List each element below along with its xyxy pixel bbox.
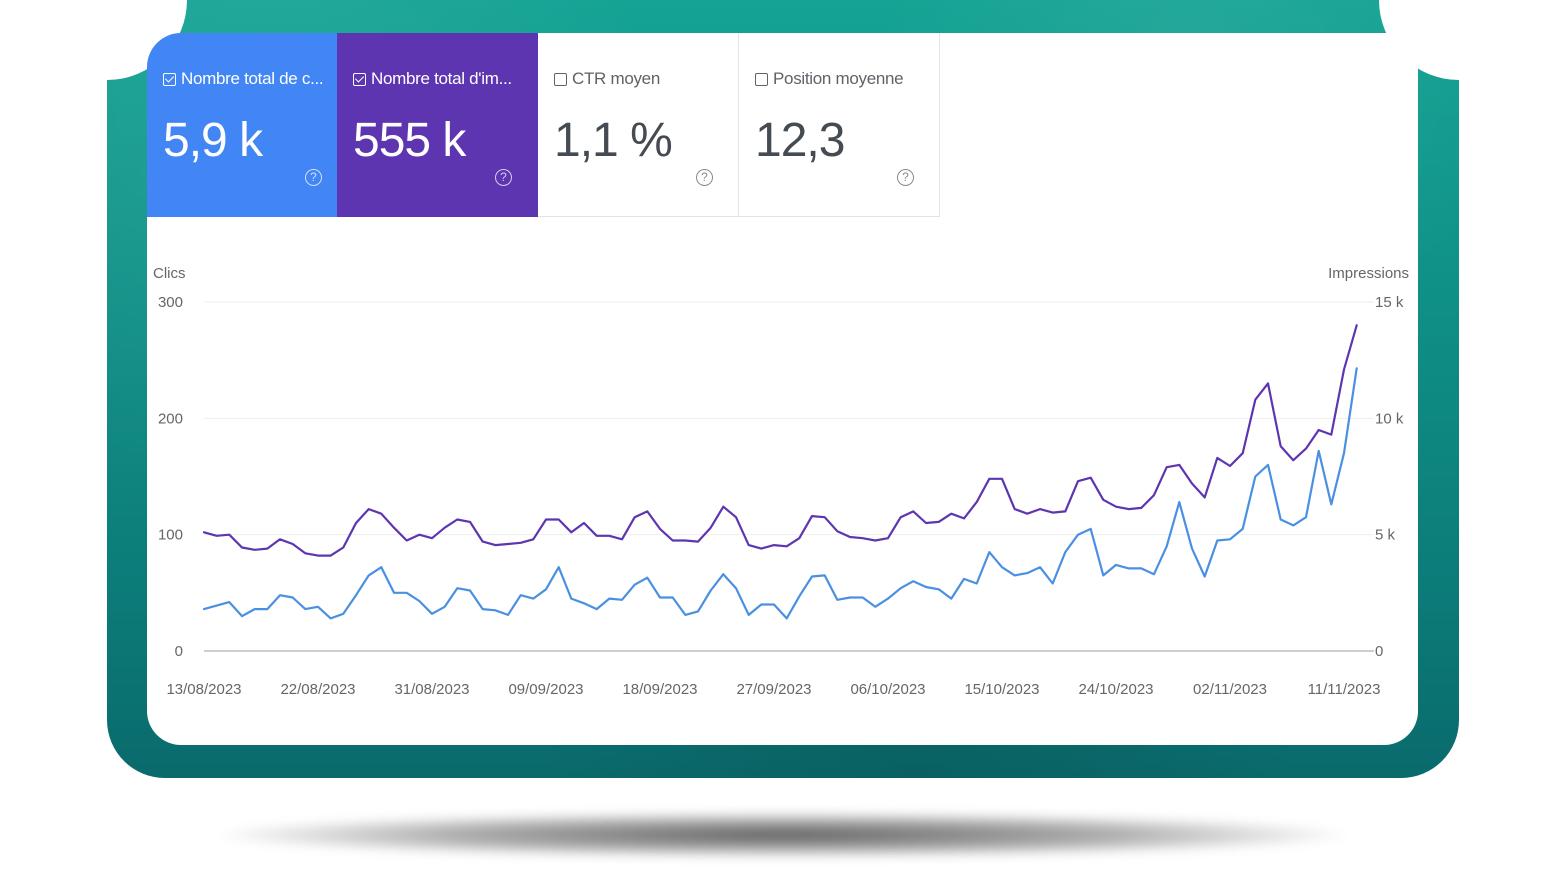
- metric-card-clicks-header: Nombre total de c...: [163, 69, 324, 89]
- metric-value: 555 k: [353, 114, 466, 167]
- x-tick-label: 27/09/2023: [736, 681, 811, 698]
- x-tick-label: 22/08/2023: [280, 681, 355, 698]
- checkbox-checked-icon[interactable]: [163, 72, 176, 86]
- metric-value: 1,1 %: [554, 114, 673, 167]
- help-circle-icon[interactable]: ?: [305, 169, 322, 186]
- y-left-tick-label: 200: [158, 410, 183, 427]
- metric-label: Position moyenne: [773, 69, 904, 88]
- metric-card-position[interactable]: Position moyenne 12,3 ?: [739, 33, 940, 217]
- metric-card-ctr-header: CTR moyen: [554, 69, 660, 89]
- performance-line-chart: 0 0 100 5 k 200 10 k 300 15 k Clics Impressions 13…: [153, 265, 1409, 698]
- x-tick-label: 24/10/2023: [1078, 681, 1153, 698]
- y-right-tick-label: 5 k: [1375, 527, 1396, 544]
- clicks-line: [202, 367, 1358, 620]
- y-right-axis-label: Impressions: [1328, 265, 1409, 282]
- help-circle-icon[interactable]: ?: [897, 169, 914, 186]
- chart-axes: 0 0 100 5 k 200 10 k 300 15 k Clics Impressions 13…: [153, 265, 1409, 698]
- metric-label: Nombre total d'im...: [371, 69, 512, 88]
- metric-card-ctr[interactable]: CTR moyen 1,1 % ?: [538, 33, 739, 217]
- x-tick-label: 31/08/2023: [394, 681, 469, 698]
- y-right-tick-label: 0: [1375, 643, 1383, 660]
- y-left-tick-label: 0: [175, 643, 183, 660]
- impressions-line: [202, 324, 1358, 557]
- search-console-performance-panel: Nombre total de c... 5,9 k ? Nombre tota…: [147, 33, 1418, 745]
- metric-label: CTR moyen: [572, 69, 660, 88]
- metric-card-impressions-header: Nombre total d'im...: [353, 69, 512, 89]
- x-tick-label: 09/09/2023: [508, 681, 583, 698]
- metric-card-impressions[interactable]: Nombre total d'im... 555 k ?: [337, 33, 538, 217]
- checkbox-checked-icon[interactable]: [353, 72, 366, 86]
- chart-series: [202, 324, 1358, 620]
- metric-value: 12,3: [755, 114, 845, 167]
- metric-label: Nombre total de c...: [181, 69, 324, 88]
- x-tick-label: 06/10/2023: [850, 681, 925, 698]
- metric-card-clicks[interactable]: Nombre total de c... 5,9 k ?: [147, 33, 348, 217]
- y-left-axis-label: Clics: [153, 265, 186, 282]
- help-circle-icon[interactable]: ?: [495, 169, 512, 186]
- device-shadow: [220, 812, 1345, 858]
- metric-value: 5,9 k: [163, 114, 263, 167]
- x-tick-label: 15/10/2023: [964, 681, 1039, 698]
- y-left-tick-label: 100: [158, 527, 183, 544]
- x-tick-label: 02/11/2023: [1193, 681, 1267, 698]
- chart-gridlines: [204, 301, 1374, 652]
- x-tick-label: 11/11/2023: [1308, 681, 1381, 698]
- checkbox-unchecked-icon[interactable]: [755, 72, 768, 86]
- metric-card-position-header: Position moyenne: [755, 69, 904, 89]
- help-circle-icon[interactable]: ?: [696, 169, 713, 186]
- checkbox-unchecked-icon[interactable]: [554, 72, 567, 86]
- x-tick-label: 18/09/2023: [622, 681, 697, 698]
- y-right-tick-label: 10 k: [1375, 410, 1404, 427]
- y-right-tick-label: 15 k: [1375, 294, 1404, 311]
- y-left-tick-label: 300: [158, 294, 183, 311]
- x-tick-label: 13/08/2023: [166, 681, 241, 698]
